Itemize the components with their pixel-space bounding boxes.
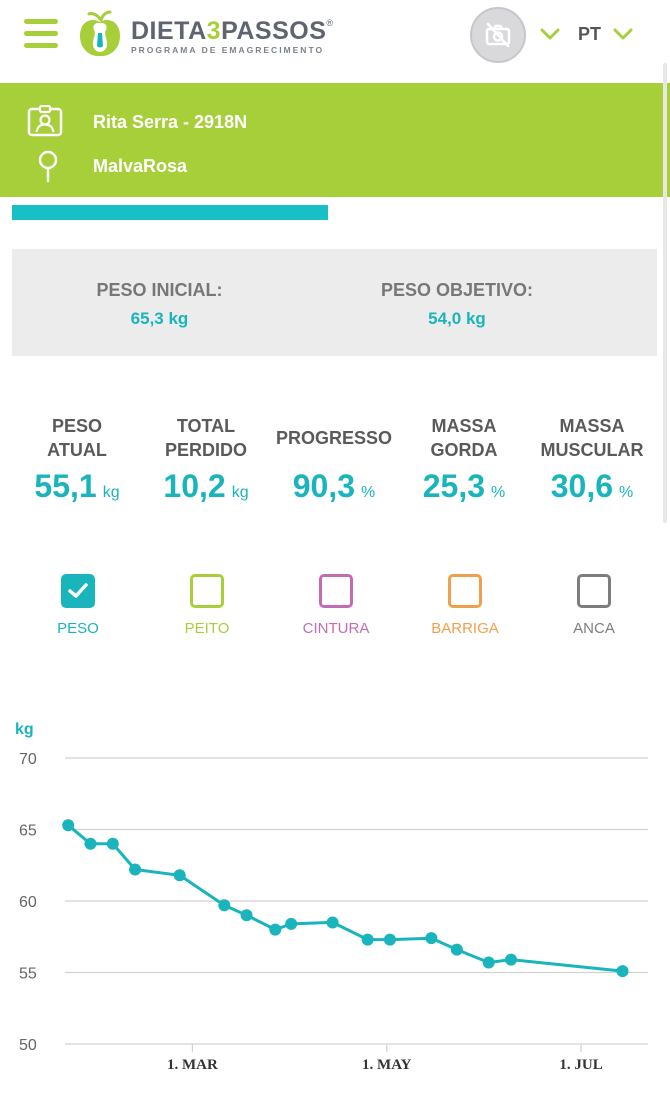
hamburger-icon[interactable]: [24, 19, 58, 49]
series-toggle-barriga[interactable]: BARRIGA: [400, 574, 530, 637]
brand-name: DIETA3PASSOS®: [131, 17, 334, 45]
y-tick-label: 50: [19, 1037, 37, 1054]
data-point: [84, 837, 97, 850]
data-point: [269, 923, 282, 936]
y-tick-label: 60: [19, 894, 37, 911]
stat-label: MASSA GORDA: [430, 416, 498, 460]
checkbox[interactable]: [319, 574, 353, 608]
data-point: [240, 909, 253, 922]
user-name-id: Rita Serra - 2918N: [93, 112, 248, 132]
stat-value: 25,3%: [399, 468, 529, 505]
stat-label: PESO ATUAL: [47, 416, 107, 460]
program-progress-bar: [12, 205, 328, 220]
stat-label: PROGRESSO: [275, 428, 393, 448]
series-line: [67, 824, 623, 973]
brand-tagline: PROGRAMA DE EMAGRECIMENTO: [131, 45, 325, 55]
stat-number: 25,3: [422, 468, 486, 504]
series-toggle-label: BARRIGA: [431, 620, 499, 637]
scrollbar[interactable]: [663, 63, 667, 523]
stat-value: 30,6%: [527, 468, 657, 505]
stat-number: 30,6: [550, 468, 614, 504]
initial-weight-value: 65,3 kg: [130, 309, 189, 328]
weights-panel: PESO INICIAL: 65,3 kg PESO OBJETIVO: 54,…: [12, 249, 657, 356]
stat-label: MASSA MUSCULAR: [540, 416, 644, 460]
data-point: [425, 932, 438, 945]
checkbox[interactable]: [190, 574, 224, 608]
series-toggle-label: ANCA: [573, 620, 615, 637]
data-point: [218, 899, 231, 912]
stat-number: 55,1: [34, 468, 97, 504]
stat-unit: %: [619, 484, 634, 501]
stat-card: MASSA GORDA 25,3%: [399, 414, 529, 505]
series-toggle-anca[interactable]: ANCA: [529, 574, 659, 637]
avatar[interactable]: [470, 7, 526, 63]
data-point: [62, 819, 75, 832]
weight-chart: kg 70 65 60 55 50 1. MAR 1. MAY 1. JUL: [15, 721, 648, 1073]
app-header: DIETA3PASSOS® PROGRAMA DE EMAGRECIMENTO …: [0, 0, 670, 82]
stat-value: 10,2 kg: [141, 468, 271, 505]
checkbox[interactable]: [577, 574, 611, 608]
data-point: [450, 943, 463, 956]
data-point: [383, 933, 396, 946]
data-point: [129, 863, 142, 876]
stat-unit: kg: [231, 484, 249, 501]
stat-unit: kg: [102, 484, 120, 501]
y-tick-label: 65: [19, 823, 37, 840]
stat-number: 10,2: [163, 468, 226, 504]
data-point: [361, 933, 374, 946]
x-tick-label: 1. JUL: [559, 1057, 602, 1073]
stat-card: PESO ATUAL 55,1 kg: [12, 414, 142, 505]
no-camera-icon: [485, 22, 511, 48]
series-toggle-label: PEITO: [184, 620, 230, 637]
checkmark-icon: [68, 583, 88, 598]
user-location: MalvaRosa: [93, 156, 188, 176]
stat-value: 90,3%: [269, 468, 399, 505]
x-tick-label: 1. MAR: [167, 1057, 218, 1073]
language-selector[interactable]: PT: [578, 24, 602, 44]
y-tick-label: 55: [19, 966, 37, 983]
series-toggle-peito[interactable]: PEITO: [142, 574, 272, 637]
map-pin-icon: [38, 150, 58, 183]
stat-number: 90,3: [292, 468, 356, 504]
x-tick-label: 1. MAY: [362, 1057, 412, 1073]
data-point: [505, 953, 518, 966]
stat-card: PROGRESSO 90,3%: [269, 414, 399, 505]
series-toggle-label: PESO: [57, 620, 99, 637]
y-tick-label: 70: [19, 751, 37, 768]
stat-unit: %: [491, 484, 506, 501]
stat-label: TOTAL PERDIDO: [164, 416, 247, 460]
checkbox[interactable]: [61, 574, 95, 608]
target-weight-label: PESO OBJETIVO:: [380, 280, 534, 300]
data-point: [326, 916, 339, 929]
chevron-down-icon[interactable]: [540, 28, 560, 40]
series-toggle-peso[interactable]: PESO: [13, 574, 143, 637]
id-badge-icon: [27, 105, 63, 137]
data-point: [173, 869, 186, 882]
stat-value: 55,1 kg: [12, 468, 142, 505]
initial-weight-label: PESO INICIAL:: [96, 280, 223, 300]
checkbox[interactable]: [448, 574, 482, 608]
stat-card: TOTAL PERDIDO 10,2 kg: [141, 414, 271, 505]
y-axis-label: kg: [15, 721, 34, 738]
data-point: [285, 917, 298, 930]
stat-card: MASSA MUSCULAR 30,6%: [527, 414, 657, 505]
language-chevron-icon[interactable]: [613, 28, 633, 40]
data-point: [482, 956, 495, 969]
data-point: [106, 837, 119, 850]
series-toggle-cintura[interactable]: CINTURA: [271, 574, 401, 637]
stat-unit: %: [361, 484, 376, 501]
user-info-band: Rita Serra - 2918N MalvaRosa: [0, 83, 670, 197]
target-weight-value: 54,0 kg: [428, 309, 486, 328]
series-toggle-label: CINTURA: [302, 620, 370, 637]
data-point: [616, 965, 629, 978]
apple-logo-icon: [80, 10, 120, 57]
